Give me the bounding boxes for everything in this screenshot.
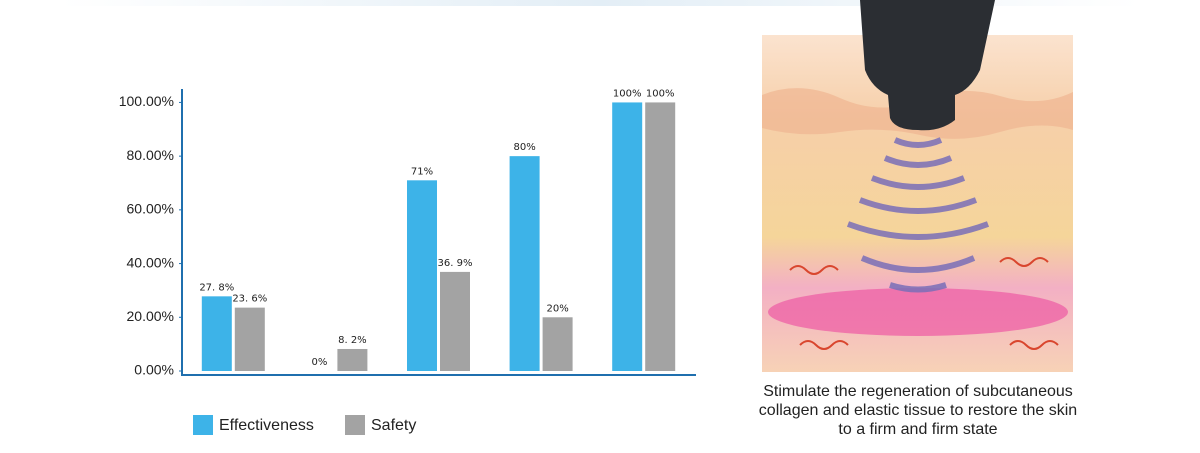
bar bbox=[234, 307, 265, 371]
y-tick-label: 0.00% bbox=[134, 362, 174, 378]
legend-label: Safety bbox=[371, 417, 416, 434]
y-tick-label: 80.00% bbox=[127, 147, 174, 163]
value-label: 8. 2% bbox=[338, 335, 367, 346]
value-label: 23. 6% bbox=[232, 294, 267, 305]
bar bbox=[440, 271, 470, 371]
y-tick-label: 40.00% bbox=[127, 254, 174, 270]
value-label: 0% bbox=[311, 357, 327, 368]
value-label: 20% bbox=[546, 303, 568, 314]
caption-line: to a firm and firm state bbox=[838, 421, 997, 438]
bar bbox=[542, 317, 573, 371]
bar bbox=[509, 156, 540, 371]
value-label: 80% bbox=[513, 142, 535, 153]
value-label: 100% bbox=[646, 88, 675, 99]
legend-swatch bbox=[345, 415, 365, 435]
bar bbox=[407, 180, 437, 371]
legend-swatch bbox=[193, 415, 213, 435]
value-label: 27. 8% bbox=[199, 282, 234, 293]
value-label: 71% bbox=[411, 166, 433, 177]
y-tick-label: 60.00% bbox=[127, 201, 174, 217]
legend-label: Effectiveness bbox=[219, 417, 314, 434]
y-tick-label: 100.00% bbox=[119, 93, 174, 109]
value-label: 36. 9% bbox=[438, 258, 473, 269]
caption-line: Stimulate the regeneration of subcutaneo… bbox=[763, 383, 1073, 400]
bar bbox=[201, 296, 232, 371]
caption-line: collagen and elastic tissue to restore t… bbox=[759, 402, 1077, 419]
illustration bbox=[762, 0, 1073, 372]
y-tick-label: 20.00% bbox=[127, 308, 174, 324]
bar bbox=[337, 348, 368, 371]
bar bbox=[612, 102, 643, 371]
bar bbox=[645, 102, 676, 371]
value-label: 100% bbox=[613, 88, 642, 99]
top-band bbox=[60, 0, 1140, 6]
